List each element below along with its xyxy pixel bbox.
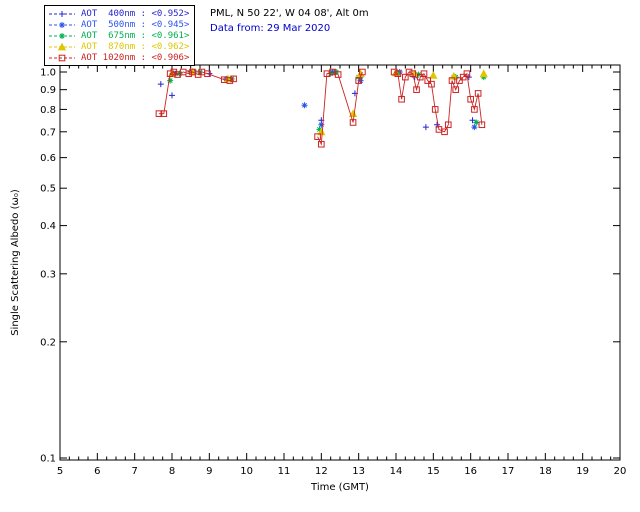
legend-line-500nm-icon <box>49 21 75 28</box>
svg-text:0.1: 0.1 <box>40 454 56 465</box>
svg-text:9: 9 <box>206 466 212 477</box>
svg-text:0.9: 0.9 <box>40 85 56 96</box>
svg-text:0.7: 0.7 <box>40 127 56 138</box>
svg-text:15: 15 <box>427 466 440 477</box>
svg-text:0.3: 0.3 <box>40 269 56 280</box>
svg-text:12: 12 <box>315 466 328 477</box>
svg-text:0.6: 0.6 <box>40 153 56 164</box>
station-info-line: PML, N 50 22', W 04 08', Alt 0m <box>210 8 369 19</box>
legend-entry-aot-675nm: AOT 675nm : <0.961> <box>48 30 189 41</box>
legend-label-aot-500nm: AOT 500nm : <0.945> <box>81 19 190 30</box>
legend-label-aot-870nm: AOT 870nm : <0.962> <box>81 41 190 52</box>
svg-text:16: 16 <box>464 466 477 477</box>
svg-text:0.8: 0.8 <box>40 105 56 116</box>
legend-entry-aot-870nm: AOT 870nm : <0.962> <box>48 41 189 52</box>
legend-label-aot-1020nm: AOT 1020nm : <0.906> <box>81 52 190 63</box>
svg-text:Single Scattering Albedo (ω₀): Single Scattering Albedo (ω₀) <box>10 189 21 336</box>
svg-text:Time (GMT): Time (GMT) <box>310 482 369 493</box>
svg-text:20: 20 <box>614 466 627 477</box>
data-from-line: Data from: 29 Mar 2020 <box>210 23 331 34</box>
svg-text:6: 6 <box>94 466 100 477</box>
svg-text:0.2: 0.2 <box>40 337 56 348</box>
legend-line-400nm-icon <box>49 10 75 17</box>
svg-text:7: 7 <box>131 466 137 477</box>
svg-text:5: 5 <box>57 466 63 477</box>
svg-text:19: 19 <box>576 466 589 477</box>
plot-header: PML, N 50 22', W 04 08', Alt 0m Data fro… <box>210 6 369 36</box>
svg-text:8: 8 <box>169 466 175 477</box>
svg-text:0.5: 0.5 <box>40 184 56 195</box>
legend-entry-aot-500nm: AOT 500nm : <0.945> <box>48 19 189 30</box>
svg-text:1.0: 1.0 <box>40 68 56 79</box>
legend-line-675nm-icon <box>49 32 75 39</box>
svg-text:14: 14 <box>390 466 403 477</box>
svg-text:10: 10 <box>240 466 253 477</box>
series-aot-1020nm <box>155 68 486 148</box>
svg-text:13: 13 <box>352 466 365 477</box>
legend-entry-aot-400nm: AOT 400nm : <0.952> <box>48 8 189 19</box>
legend-line-870nm-icon <box>49 42 75 50</box>
svg-text:11: 11 <box>278 466 291 477</box>
legend-box: AOT 400nm : <0.952> AOT 500nm : <0.945> … <box>44 5 196 66</box>
svg-text:18: 18 <box>539 466 552 477</box>
svg-text:0.4: 0.4 <box>40 221 56 232</box>
svg-text:17: 17 <box>502 466 515 477</box>
legend-label-aot-400nm: AOT 400nm : <0.952> <box>81 8 190 19</box>
legend-entry-aot-1020nm: AOT 1020nm : <0.906> <box>48 52 189 63</box>
legend-label-aot-675nm: AOT 675nm : <0.961> <box>81 30 190 41</box>
legend-line-1020nm-icon <box>49 54 75 61</box>
